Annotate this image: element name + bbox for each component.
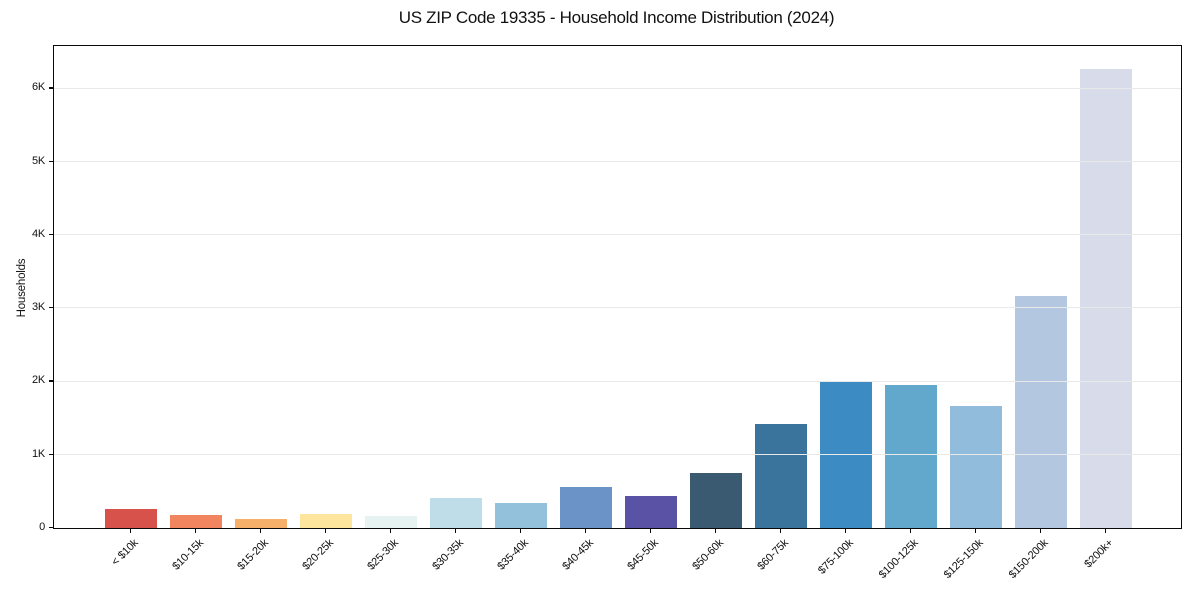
y-tick-mark (49, 380, 53, 382)
bar-$15-20k (235, 519, 287, 528)
bar-$150-200k (1015, 295, 1067, 528)
x-tick-label-$75-100k: $75-100k (815, 537, 856, 577)
x-tick-mark (325, 529, 327, 533)
x-tick-label-$200k+: $200k+ (1082, 537, 1116, 571)
x-tick-mark (715, 529, 717, 533)
x-tick-mark (455, 529, 457, 533)
y-tick-mark (49, 527, 53, 529)
y-tick-mark (49, 307, 53, 309)
x-tick-label-$125-150k: $125-150k (941, 537, 986, 581)
bar-$30-35k (430, 497, 482, 528)
gridline-3K (54, 307, 1181, 309)
bar-$10-15k (170, 514, 222, 528)
y-tick-mark (49, 87, 53, 89)
x-tick-label-$40-45k: $40-45k (559, 537, 596, 573)
y-tick-mark (49, 453, 53, 455)
x-tick-mark (845, 529, 847, 533)
plot-area (53, 45, 1182, 529)
x-tick-label-$50-60k: $50-60k (689, 537, 726, 573)
bar-$20-25k (300, 513, 352, 528)
gridline-1K (54, 453, 1181, 455)
x-tick-mark (1105, 529, 1107, 533)
y-tick-label-5K: 5K (31, 154, 45, 167)
x-tick-label-$10-15k: $10-15k (169, 537, 206, 573)
gridline-5K (54, 160, 1181, 162)
x-tick-mark (975, 529, 977, 533)
x-tick-mark (910, 529, 912, 533)
y-tick-mark (49, 233, 53, 236)
bar-$35-40k (495, 503, 547, 528)
gridline-4K (54, 234, 1181, 235)
x-tick-mark (195, 529, 197, 533)
y-tick-label-6K: 6K (31, 81, 45, 94)
bar-$60-75k (755, 423, 807, 528)
gridline-2K (54, 380, 1181, 382)
x-tick-label-$15-20k: $15-20k (234, 537, 271, 573)
x-tick-label-$25-30k: $25-30k (364, 537, 401, 573)
x-tick-label-$45-50k: $45-50k (624, 537, 661, 573)
x-tick-label-$35-40k: $35-40k (494, 537, 531, 573)
y-tick-label-2K: 2K (31, 374, 45, 387)
y-tick-label-4K: 4K (31, 227, 45, 240)
x-tick-label-$30-35k: $30-35k (429, 537, 466, 573)
bar-$40-45k (560, 486, 612, 528)
x-tick-label-$150-200k: $150-200k (1006, 537, 1051, 581)
x-tick-mark (1040, 529, 1042, 533)
x-tick-mark (520, 529, 522, 533)
bar-$200k+ (1080, 69, 1132, 528)
y-tick-mark (49, 160, 53, 162)
x-tick-mark (650, 529, 652, 533)
chart-title: US ZIP Code 19335 - Household Income Dis… (398, 8, 835, 27)
bar-$45-50k (625, 496, 677, 528)
x-tick-label-$60-75k: $60-75k (754, 537, 791, 573)
bar-$50-60k (690, 473, 742, 528)
y-tick-label-1K: 1K (31, 447, 45, 460)
x-tick-mark (130, 529, 132, 533)
x-tick-label-$20-25k: $20-25k (299, 537, 336, 573)
y-tick-label-3K: 3K (31, 301, 45, 314)
y-tick-label-0: 0 (39, 521, 45, 533)
bar-< $10k (105, 508, 157, 528)
bar-$25-30k (365, 516, 417, 528)
gridline-6K (54, 87, 1181, 89)
x-tick-mark (585, 529, 587, 533)
x-tick-mark (390, 529, 392, 533)
x-tick-label-< $10k: < $10k (109, 537, 141, 569)
x-tick-mark (780, 529, 782, 533)
bar-$100-125k (885, 384, 937, 528)
x-tick-mark (260, 529, 262, 533)
bar-$125-150k (950, 405, 1002, 528)
x-tick-label-$100-125k: $100-125k (876, 537, 921, 581)
